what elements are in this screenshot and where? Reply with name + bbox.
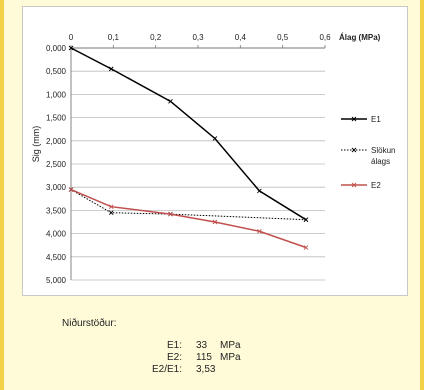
series-point-0 bbox=[212, 136, 218, 141]
series-line-1 bbox=[70, 189, 306, 221]
series-line-0 bbox=[70, 47, 307, 221]
series-point-0 bbox=[108, 66, 114, 72]
series-point-2 bbox=[68, 187, 74, 192]
series-point-2 bbox=[257, 228, 262, 234]
y-tick-label: 4,500 bbox=[46, 253, 67, 262]
legend-marker-1 bbox=[351, 147, 357, 153]
series-point-0 bbox=[168, 99, 173, 104]
y-tick-label: 3,500 bbox=[46, 206, 67, 215]
x-tick-label: 0,3 bbox=[192, 33, 204, 42]
series-point-0 bbox=[257, 188, 262, 194]
y-tick-label: 2,000 bbox=[46, 137, 67, 146]
series-point-2 bbox=[168, 211, 173, 217]
series-point-2 bbox=[303, 245, 309, 250]
y-tick-label: 1,000 bbox=[46, 90, 67, 99]
chart-frame: 0,000 0,500 1,000 1,500 2,000 2,500 3,000 3,500… bbox=[22, 6, 408, 296]
series-point-0 bbox=[68, 45, 74, 51]
series-point-2 bbox=[108, 204, 114, 210]
result-row-e2: E2: 115 MPa bbox=[142, 352, 282, 364]
results-title: Niðurstöður: bbox=[62, 318, 117, 329]
y-axis-label: Sig (mm) bbox=[31, 126, 41, 163]
result-value: 115 bbox=[196, 352, 212, 363]
legend-label: E2 bbox=[371, 181, 381, 190]
series-point-1 bbox=[108, 210, 114, 216]
legend-marker-0 bbox=[351, 116, 357, 122]
x-tick-label: 0 bbox=[69, 33, 74, 42]
result-value: 3,53 bbox=[196, 364, 216, 375]
x-tick-label: 0,1 bbox=[108, 33, 120, 42]
y-tick-label: 3,000 bbox=[46, 183, 67, 192]
series-point-1 bbox=[303, 217, 309, 222]
results-panel: Niðurstöður: E1: 33 MPa E2: 115 MPa E2/E… bbox=[62, 318, 362, 382]
legend-label: Slökun bbox=[371, 146, 395, 155]
y-tick-label: 1,500 bbox=[46, 114, 67, 123]
x-tick-label: 0,2 bbox=[150, 33, 162, 42]
x-tick-label: 0,5 bbox=[277, 33, 289, 42]
result-label: E2: bbox=[166, 352, 182, 363]
y-tick-label: 0,000 bbox=[46, 44, 67, 53]
y-tick-label: 2,500 bbox=[46, 160, 67, 169]
result-row-ratio: E2/E1: 3,53 bbox=[142, 364, 282, 376]
x-tick-label: 0,4 bbox=[235, 33, 247, 42]
result-label: E1: bbox=[166, 340, 182, 351]
x-axis-label: Álag (MPa) bbox=[339, 33, 381, 42]
result-unit: MPa bbox=[220, 352, 241, 363]
legend-marker-2 bbox=[351, 182, 357, 188]
result-unit: MPa bbox=[220, 340, 241, 351]
result-label: E2/E1: bbox=[151, 364, 182, 375]
result-row-e1: E1: 33 MPa bbox=[142, 340, 282, 352]
series-line-2 bbox=[70, 188, 307, 249]
legend-label: E1 bbox=[371, 115, 381, 124]
result-value: 33 bbox=[196, 340, 208, 351]
y-tick-label: 4,000 bbox=[46, 230, 67, 239]
series-point-2 bbox=[212, 219, 218, 225]
legend-label: álags bbox=[371, 157, 390, 166]
y-tick-label: 0,500 bbox=[46, 67, 67, 76]
x-tick-label: 0,6 bbox=[319, 33, 331, 42]
chart-svg: 0,000 0,500 1,000 1,500 2,000 2,500 3,000 3,500… bbox=[31, 33, 395, 285]
y-tick-label: 5,000 bbox=[46, 276, 67, 285]
